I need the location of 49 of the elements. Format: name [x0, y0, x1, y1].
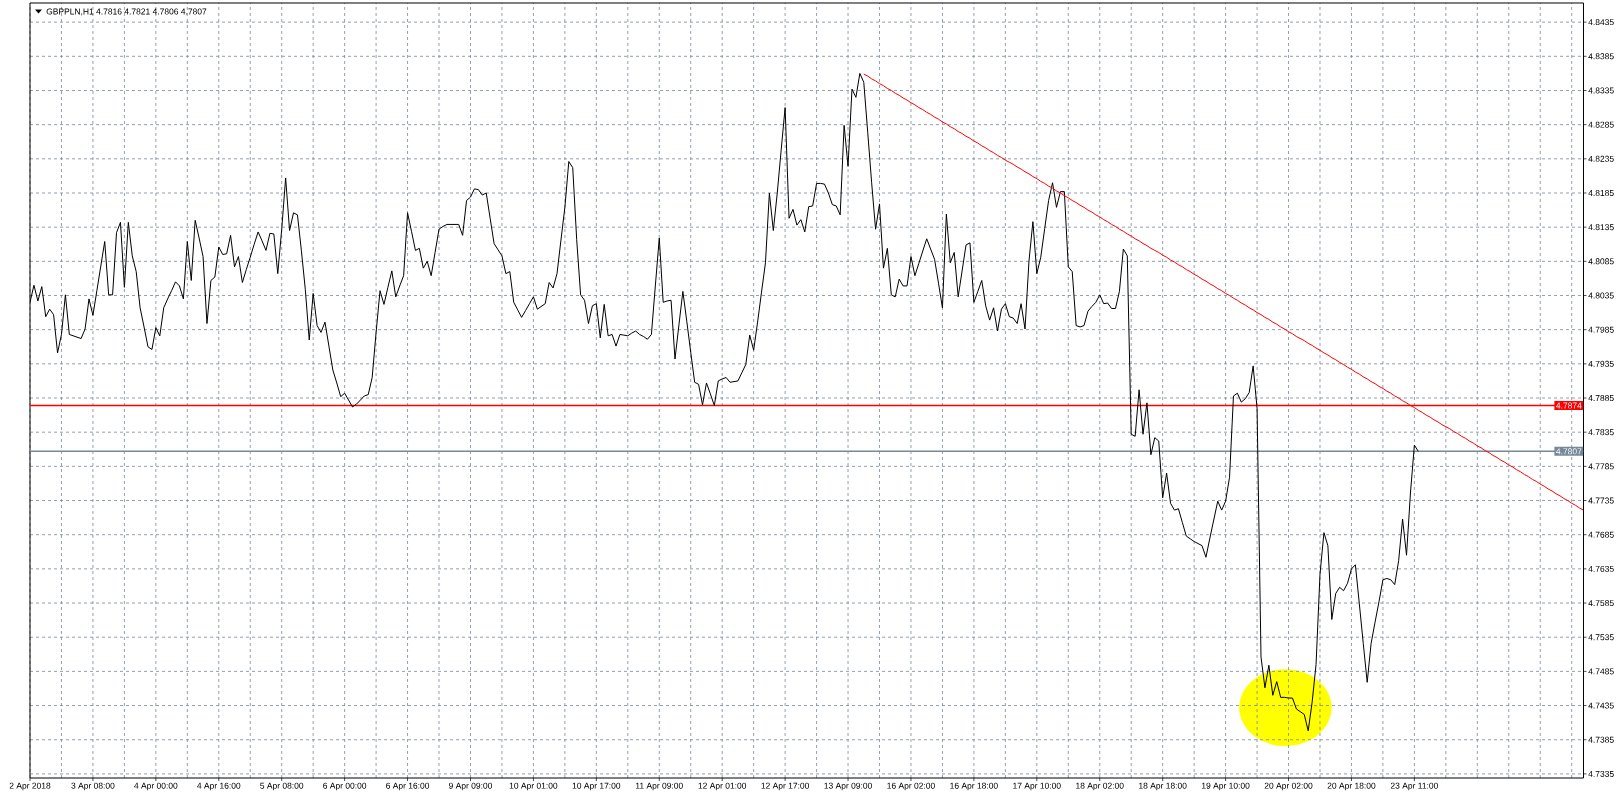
x-tick-label: 4 Apr 00:00	[134, 782, 178, 791]
x-tick-label: 9 Apr 09:00	[448, 782, 493, 791]
ref-line-label: 4.7874	[1556, 402, 1582, 409]
x-tick-label: 16 Apr 02:00	[887, 782, 935, 791]
x-tick-label: 23 Apr 11:00	[1390, 782, 1438, 791]
x-tick-label: 20 Apr 02:00	[1264, 782, 1313, 791]
x-tick-label: 3 Apr 08:00	[71, 782, 115, 791]
x-tick-label: 17 Apr 10:00	[1013, 782, 1061, 791]
y-tick-label: 4.8435	[1588, 19, 1614, 26]
y-tick-label: 4.8385	[1588, 53, 1614, 60]
y-tick-label: 4.7335	[1588, 770, 1614, 777]
y-tick-label: 4.7685	[1588, 531, 1614, 538]
y-tick-label: 4.7935	[1588, 360, 1614, 367]
x-tick-label: 12 Apr 17:00	[761, 782, 810, 791]
x-tick-label: 11 Apr 09:00	[635, 782, 683, 791]
x-tick-label: 5 Apr 08:00	[260, 782, 304, 791]
y-tick-label: 4.8285	[1588, 121, 1614, 128]
x-tick-label: 10 Apr 17:00	[572, 782, 621, 791]
x-tick-label: 12 Apr 01:00	[698, 782, 747, 791]
y-tick-label: 4.8335	[1588, 87, 1614, 94]
y-tick-label: 4.7735	[1588, 497, 1614, 504]
x-tick-label: 4 Apr 16:00	[197, 782, 241, 791]
y-tick-label: 4.7535	[1588, 634, 1614, 641]
y-tick-label: 4.7835	[1588, 429, 1614, 436]
y-tick-label: 4.7885	[1588, 395, 1614, 402]
y-tick-label: 4.7635	[1588, 565, 1614, 572]
x-tick-label: 6 Apr 16:00	[386, 782, 430, 791]
x-tick-label: 6 Apr 00:00	[323, 782, 367, 791]
x-tick-label: 16 Apr 18:00	[950, 782, 998, 791]
y-tick-label: 4.8035	[1588, 292, 1614, 299]
y-tick-label: 4.7435	[1588, 702, 1614, 709]
y-tick-label: 4.7385	[1588, 736, 1614, 743]
x-tick-label: 18 Apr 02:00	[1076, 782, 1124, 791]
x-tick-label: 19 Apr 10:00	[1202, 782, 1250, 791]
text: GBPPLN,H1 4.7816 4.7821 4.7806 4.7807	[46, 8, 207, 16]
x-tick-label: 18 Apr 18:00	[1139, 782, 1187, 791]
y-tick-label: 4.8235	[1588, 155, 1614, 162]
y-tick-label: 4.8085	[1588, 258, 1614, 265]
y-tick-label: 4.7485	[1588, 668, 1614, 675]
y-tick-label: 4.7585	[1588, 600, 1614, 607]
y-tick-label: 4.8185	[1588, 189, 1614, 196]
x-tick-label: 2 Apr 2018	[9, 782, 51, 791]
x-tick-label: 20 Apr 18:00	[1327, 782, 1376, 791]
y-tick-label: 4.7785	[1588, 463, 1614, 470]
y-tick-label: 4.7985	[1588, 326, 1614, 333]
ref-line-label: 4.7807	[1556, 448, 1582, 455]
x-tick-label: 10 Apr 01:00	[509, 782, 558, 791]
y-tick-label: 4.8135	[1588, 224, 1614, 231]
x-tick-label: 13 Apr 09:00	[824, 782, 872, 791]
